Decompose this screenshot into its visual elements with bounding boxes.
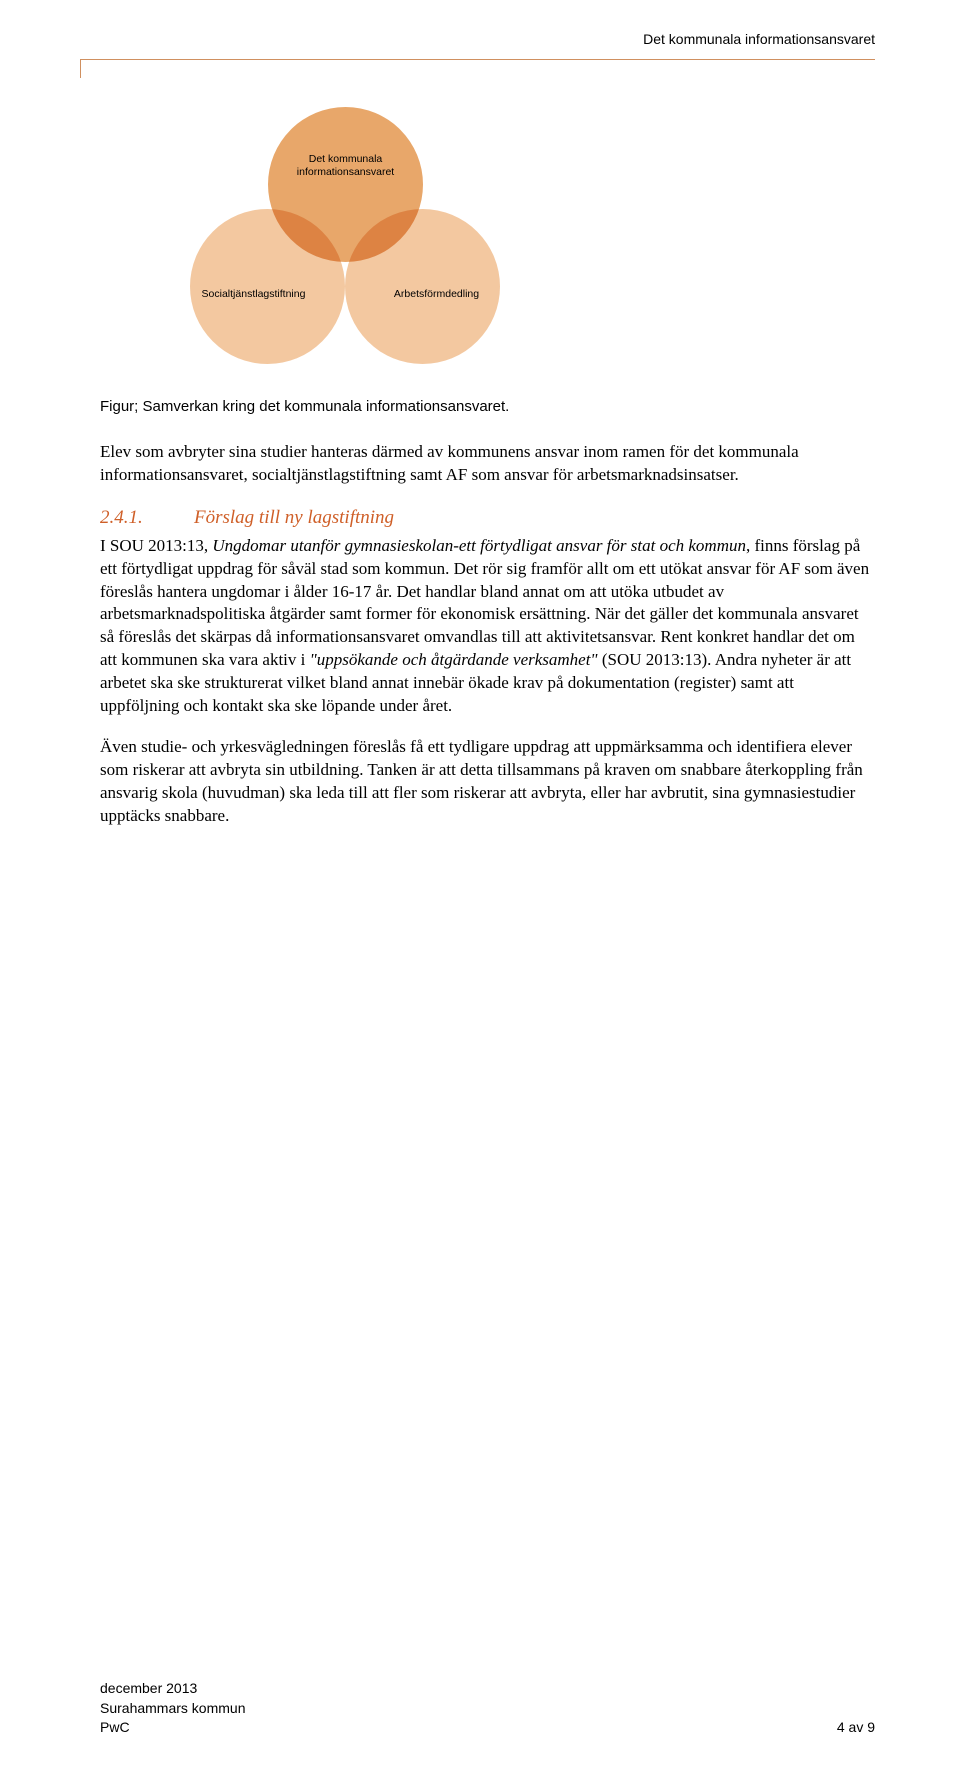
venn-diagram: Det kommunala informationsansvaret Socia…: [180, 107, 510, 367]
venn-label-left: Socialtjänstlagstiftning: [202, 288, 306, 301]
paragraph-3: Även studie- och yrkesvägledningen föres…: [100, 736, 875, 828]
p2-lead: I SOU 2013:13,: [100, 536, 212, 555]
footer-brand: PwC: [100, 1718, 246, 1738]
footer-left: december 2013 Surahammars kommun PwC: [100, 1679, 246, 1738]
venn-label-right: Arbetsförmdedling: [394, 288, 479, 301]
p2-italic2: "uppsökande och åtgärdande verksamhet": [310, 650, 598, 669]
footer-page-number: 4 av 9: [837, 1718, 875, 1738]
venn-circle-right: Arbetsförmdedling: [345, 209, 500, 364]
figure-caption: Figur; Samverkan kring det kommunala inf…: [100, 397, 875, 417]
paragraph-1: Elev som avbryter sina studier hanteras …: [100, 441, 875, 487]
section-title: Förslag till ny lagstiftning: [194, 505, 394, 531]
header-rule: [100, 59, 875, 77]
page-footer: december 2013 Surahammars kommun PwC 4 a…: [100, 1679, 875, 1738]
paragraph-2: I SOU 2013:13, Ungdomar utanför gymnasie…: [100, 535, 875, 719]
p2-italic1: Ungdomar utanför gymnasieskolan-ett fört…: [212, 536, 746, 555]
running-header: Det kommunala informationsansvaret: [100, 30, 875, 49]
footer-date: december 2013: [100, 1679, 246, 1699]
footer-org: Surahammars kommun: [100, 1699, 246, 1719]
section-heading: 2.4.1. Förslag till ny lagstiftning: [100, 505, 875, 531]
page: Det kommunala informationsansvaret Det k…: [0, 0, 960, 1778]
venn-label-top: Det kommunala informationsansvaret: [297, 153, 394, 179]
venn-circle-left: Socialtjänstlagstiftning: [190, 209, 345, 364]
section-number: 2.4.1.: [100, 505, 160, 531]
